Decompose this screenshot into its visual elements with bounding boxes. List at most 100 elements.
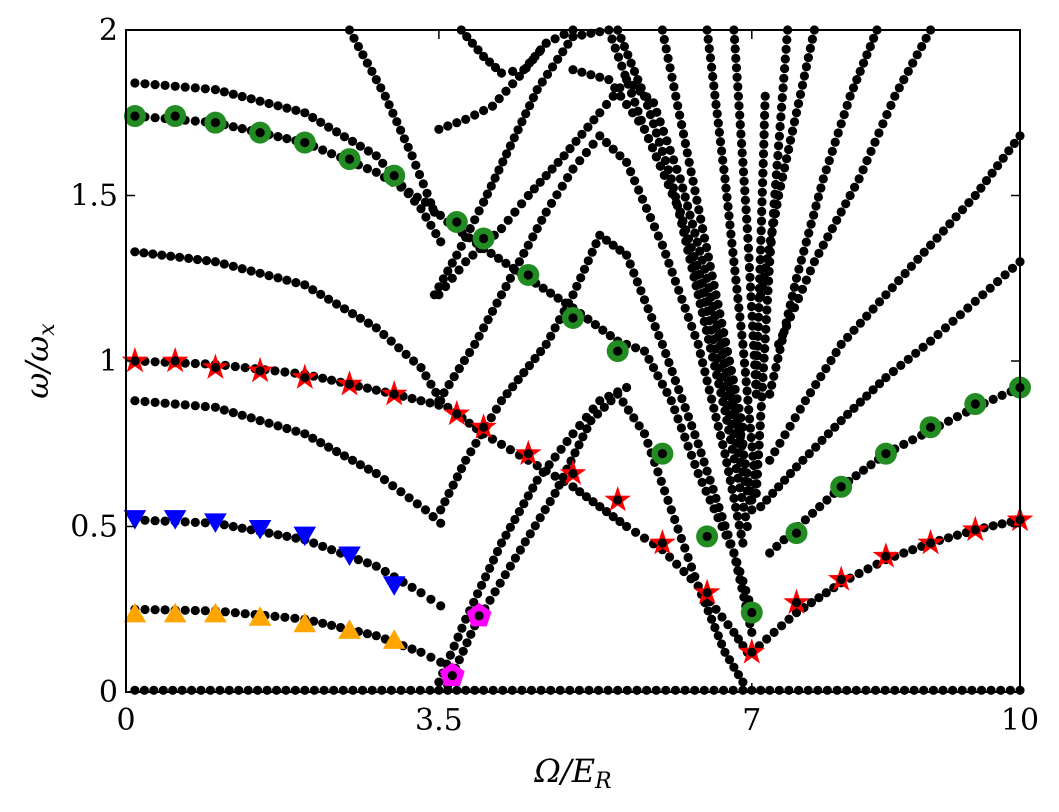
black-dot-marker <box>926 336 936 346</box>
black-dot-marker <box>692 260 702 271</box>
black-dot-marker <box>742 386 752 396</box>
black-dot-marker <box>799 246 809 256</box>
black-dot-marker <box>414 169 425 180</box>
black-dot-marker <box>716 388 726 398</box>
black-dot-marker <box>205 685 215 695</box>
black-dot-marker <box>396 487 406 497</box>
black-dot-marker <box>755 264 765 274</box>
black-dot-marker <box>747 627 757 638</box>
black-dot-marker <box>657 379 668 389</box>
black-dot-marker <box>347 309 358 319</box>
black-dot-marker <box>300 108 310 118</box>
black-dot-marker <box>308 433 318 443</box>
black-dot-marker <box>821 165 831 175</box>
black-dot-marker <box>705 475 715 485</box>
black-dot-marker <box>878 119 888 129</box>
black-dot-marker <box>498 157 508 167</box>
black-dot-marker <box>605 331 615 341</box>
black-dot-marker <box>371 323 381 333</box>
black-dot-marker <box>887 283 897 293</box>
black-dot-marker <box>608 144 618 154</box>
black-dot-marker <box>711 412 721 422</box>
black-dot-marker <box>280 367 290 377</box>
black-dot-marker <box>928 685 939 695</box>
black-dot-marker <box>735 483 745 493</box>
black-dot-marker <box>160 516 170 526</box>
black-dot-marker <box>608 511 618 522</box>
black-dot-marker <box>717 146 727 156</box>
black-dot-marker <box>743 243 754 253</box>
black-dot-marker <box>508 79 518 89</box>
black-dot-marker <box>644 354 654 364</box>
black-dot-marker <box>705 53 716 63</box>
black-dot-marker <box>574 685 585 695</box>
black-dot-marker <box>410 196 420 206</box>
black-dot-marker <box>591 239 601 249</box>
black-dot-marker <box>130 78 140 88</box>
black-dot-marker <box>735 567 745 577</box>
black-dot-marker <box>729 493 739 503</box>
black-dot-marker <box>426 379 436 389</box>
black-dot-marker <box>150 357 160 367</box>
black-dot-marker <box>703 296 713 306</box>
black-dot-marker <box>547 164 557 174</box>
black-dot-marker <box>702 376 712 386</box>
black-dot-marker <box>908 545 918 555</box>
black-dot-marker <box>530 51 540 62</box>
black-dot-marker <box>738 685 748 695</box>
black-dot-marker <box>452 118 462 128</box>
black-dot-marker <box>453 632 463 642</box>
black-dot-marker <box>454 364 464 374</box>
black-dot-marker <box>487 306 498 316</box>
black-dot-marker <box>738 677 748 687</box>
black-dot-marker <box>327 620 337 631</box>
black-dot-marker <box>367 685 377 695</box>
green-circle-center-dot <box>881 449 891 459</box>
black-dot-marker <box>150 397 160 407</box>
black-dot-marker <box>1000 270 1010 280</box>
black-dot-marker <box>809 210 819 220</box>
black-dot-marker <box>632 277 643 287</box>
green-circle-center-dot <box>657 449 668 459</box>
black-dot-marker <box>677 394 687 404</box>
black-dot-marker <box>589 115 599 125</box>
black-dot-marker <box>811 201 821 211</box>
black-dot-marker <box>470 110 480 120</box>
black-dot-marker <box>634 421 644 431</box>
black-dot-marker <box>842 685 852 695</box>
black-dot-marker <box>758 168 768 178</box>
black-dot-marker <box>758 158 768 169</box>
black-dot-marker <box>963 303 973 313</box>
black-dot-marker <box>502 149 512 159</box>
black-dot-marker <box>794 685 804 695</box>
black-dot-marker <box>282 275 292 285</box>
black-dot-marker <box>715 137 726 147</box>
black-dot-marker <box>246 266 256 276</box>
black-dot-marker <box>291 426 301 436</box>
green-circle-center-dot <box>452 217 462 227</box>
x-axis-label-main: Ω/E <box>533 752 595 790</box>
black-dot-marker <box>560 298 571 308</box>
green-circle-center-dot <box>568 313 578 323</box>
black-dot-marker <box>441 281 451 292</box>
black-dot-marker <box>577 30 587 40</box>
black-dot-marker <box>477 580 487 590</box>
black-dot-marker <box>708 484 718 494</box>
black-dot-marker <box>608 240 618 250</box>
black-dot-marker <box>403 142 413 152</box>
black-dot-marker <box>785 300 795 310</box>
black-dot-marker <box>738 157 748 167</box>
black-dot-marker <box>255 96 265 106</box>
black-dot-marker <box>651 128 662 138</box>
black-dot-marker <box>866 146 876 156</box>
black-dot-marker <box>762 295 773 305</box>
black-dot-marker <box>140 515 150 525</box>
orange-triangle-up-marker <box>204 602 227 623</box>
black-dot-marker <box>997 390 1007 400</box>
black-dot-marker <box>407 582 417 593</box>
black-dot-marker <box>804 449 814 459</box>
black-dot-marker <box>806 598 817 608</box>
black-dot-marker <box>588 139 598 149</box>
black-dot-marker <box>528 232 538 242</box>
black-dot-marker <box>443 121 453 131</box>
